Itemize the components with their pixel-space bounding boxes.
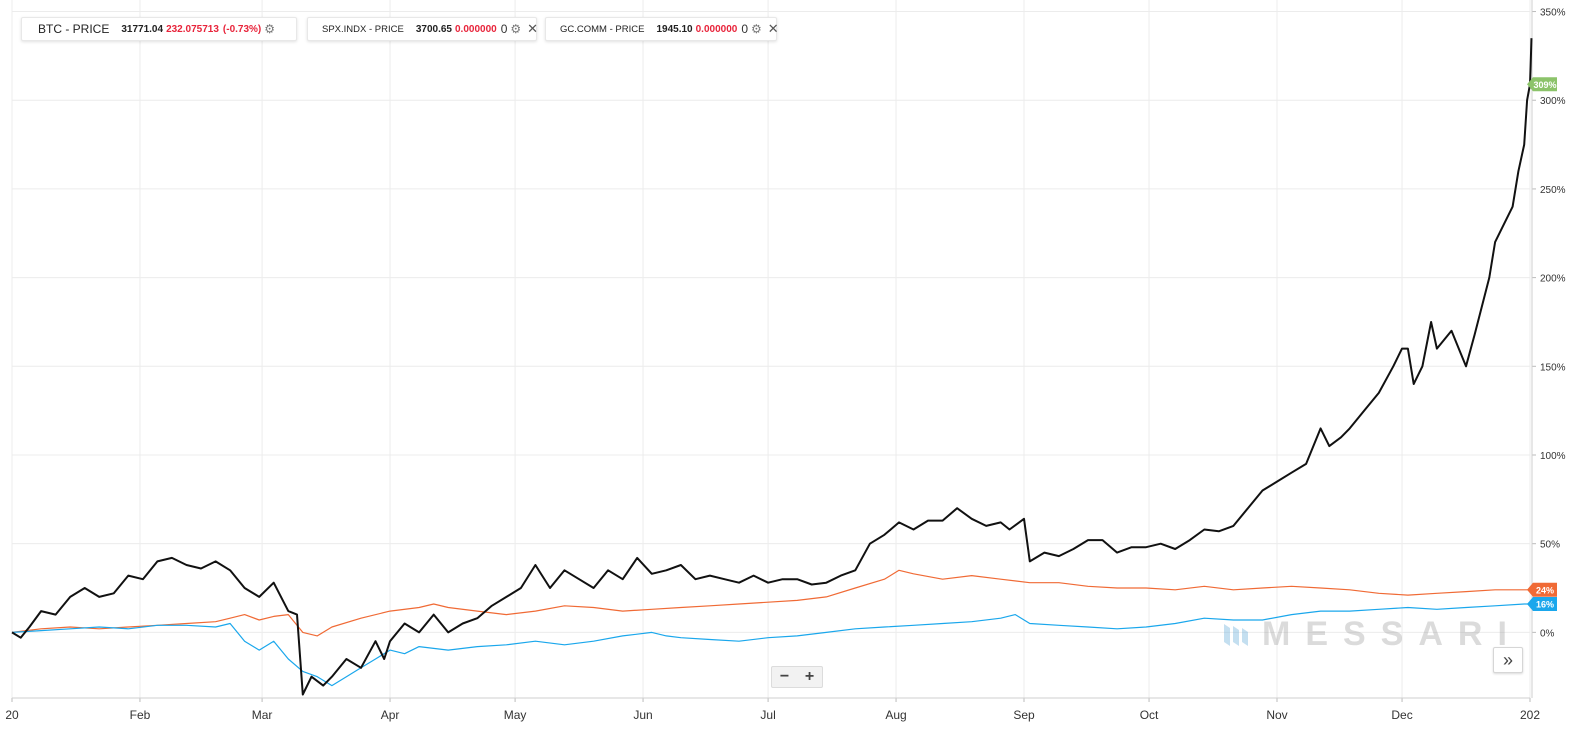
end-label-text: 16% xyxy=(1536,599,1554,609)
legend-price: 3700.65 xyxy=(415,23,452,35)
x-tick-label: Nov xyxy=(1266,708,1287,722)
legend-item-btc[interactable]: BTC - PRICE 31771.04 232.075713 (-0.73%)… xyxy=(21,17,297,41)
legend-extra: 0 xyxy=(741,22,749,36)
x-tick-label: Apr xyxy=(381,708,400,722)
scroll-to-end-button[interactable]: » xyxy=(1493,647,1523,673)
end-label-bg xyxy=(1527,77,1557,92)
x-tick-label: Oct xyxy=(1140,708,1159,722)
y-axis: 0% 50% 100% 150% 200% 250% 300% 350% xyxy=(1531,0,1566,698)
end-label-tag: 24% xyxy=(1527,582,1557,597)
legend-name: SPX.INDX - PRICE xyxy=(322,23,404,35)
legend-extra: 0 xyxy=(500,22,508,36)
x-tick-label: Dec xyxy=(1391,708,1412,722)
y-tick-label: 250% xyxy=(1540,185,1566,196)
x-axis: 20 Feb Mar Apr May Jun Jul Aug Sep Oct Nov Dec 202 xyxy=(5,697,1540,722)
series-line-btc xyxy=(11,38,1533,696)
legend-price: 31771.04 xyxy=(121,23,164,35)
end-label-tag: 309% xyxy=(1527,77,1557,92)
y-tick-label: 0% xyxy=(1540,628,1555,639)
y-tick-label: 300% xyxy=(1540,96,1566,107)
close-icon[interactable]: ✕ xyxy=(767,21,779,36)
legend-name: BTC - PRICE xyxy=(38,22,110,36)
legend-change: 232.075713 xyxy=(166,23,219,35)
x-tick-label: May xyxy=(504,708,527,722)
end-label-bg xyxy=(1527,596,1557,611)
x-tick-label: Feb xyxy=(130,708,151,722)
y-tick-label: 200% xyxy=(1540,274,1566,285)
x-tick-label: Jul xyxy=(760,708,775,722)
legend-change: 0.000000 xyxy=(454,23,497,35)
grid xyxy=(11,0,1531,698)
legend-item-spx[interactable]: SPX.INDX - PRICE 3700.65 0.000000 0 ⚙ ✕ xyxy=(307,17,539,41)
watermark-text: MESSARI xyxy=(1262,614,1522,653)
series-line-spx-indx xyxy=(11,603,1530,687)
legend-name: GC.COMM - PRICE xyxy=(560,23,645,35)
zoom-control[interactable]: − + xyxy=(771,666,823,688)
y-tick-label: 50% xyxy=(1540,540,1560,551)
gear-icon[interactable]: ⚙ xyxy=(510,22,522,36)
x-tick-label: Jun xyxy=(633,708,652,722)
x-tick-label: 202 xyxy=(1520,708,1540,722)
close-icon[interactable]: ✕ xyxy=(527,21,539,36)
end-label-tag: 16% xyxy=(1527,596,1557,611)
x-tick-label: Sep xyxy=(1013,708,1035,722)
series-lines xyxy=(11,38,1533,696)
y-tick-label: 350% xyxy=(1540,8,1566,19)
legend-item-gc[interactable]: GC.COMM - PRICE 1945.10 0.000000 0 ⚙ ✕ xyxy=(545,17,779,41)
gear-icon[interactable]: ⚙ xyxy=(264,22,276,36)
legend-change: 0.000000 xyxy=(695,23,738,35)
series-line-gc-comm xyxy=(11,569,1530,637)
messari-watermark: MESSARI xyxy=(1222,614,1522,653)
end-label-text: 309% xyxy=(1533,80,1556,90)
legend-change-pct: (-0.73%) xyxy=(222,23,262,35)
gear-icon[interactable]: ⚙ xyxy=(751,22,762,36)
messari-logo-icon xyxy=(1224,624,1248,646)
y-tick-label: 150% xyxy=(1540,362,1566,373)
x-tick-label: 20 xyxy=(5,708,19,722)
legend-price: 1945.10 xyxy=(656,23,693,35)
x-tick-label: Aug xyxy=(885,708,906,722)
end-labels: 309% 16% 24% xyxy=(1527,77,1557,611)
x-tick-label: Mar xyxy=(252,708,273,722)
end-label-text: 24% xyxy=(1536,585,1554,595)
end-label-bg xyxy=(1527,582,1557,597)
zoom-out-button[interactable]: − xyxy=(779,668,790,685)
zoom-in-button[interactable]: + xyxy=(804,668,815,685)
y-tick-label: 100% xyxy=(1540,451,1566,462)
